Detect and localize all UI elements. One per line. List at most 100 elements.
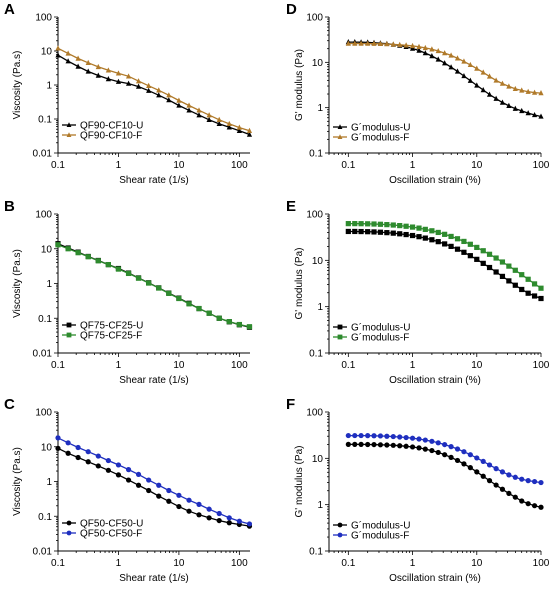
data-point [115,266,122,272]
y-tick-label: 1 [46,81,52,92]
y-axis-label: Viscosity (Pa.s) [12,249,23,318]
legend-marker [337,124,343,129]
data-point [358,441,364,447]
x-tick-label: 100 [533,360,550,371]
y-tick-label: 0.1 [38,115,52,126]
data-point [499,273,506,280]
y-tick-label: 1 [317,103,323,114]
data-point [480,473,486,479]
x-tick-label: 100 [533,160,550,171]
data-point [246,521,253,527]
data-point [186,107,192,113]
data-point [176,503,182,510]
data-point [403,434,409,441]
data-point [499,486,506,492]
data-point [525,290,531,296]
data-point [216,517,222,524]
data-point [345,221,351,227]
data-point [435,56,441,62]
x-tick-label: 10 [173,360,185,371]
data-point [448,64,454,70]
data-point [365,441,371,448]
data-point [75,63,81,69]
chart-f: F 0.1 1 10 100 0.1 1 10 100 Oscillation strain (%… [286,396,550,584]
data-point [156,493,162,499]
data-point [461,449,467,455]
data-point [236,518,242,524]
data-point [166,97,172,103]
data-point [480,69,486,75]
data-point [422,446,428,452]
data-point [397,231,403,237]
series-f [55,45,253,133]
data-point [403,223,409,229]
series-f [345,432,544,486]
y-tick-label: 10 [312,256,324,267]
data-point [448,233,454,240]
data-point [538,479,544,486]
legend-label: G´modulus-U [351,322,410,334]
data-point [176,102,182,108]
data-point [115,472,122,478]
data-point [176,492,182,498]
data-point [65,246,71,252]
y-axis-label: Viscosity (Pa.s) [12,51,23,120]
y-tick-label: 100 [306,13,323,24]
y-axis-label: G' modulus (Pa) [294,446,305,518]
data-point [95,72,101,78]
data-point [525,110,531,116]
data-point [246,127,253,133]
data-point [352,432,358,439]
data-point [409,42,416,49]
data-point [146,487,152,494]
data-point [135,275,142,281]
y-tick-label: 10 [41,47,53,58]
data-point [512,105,518,111]
y-tick-label: 10 [312,58,324,69]
data-point [156,482,162,488]
x-tick-label: 100 [231,160,248,171]
series-u [55,52,253,137]
data-point [397,443,403,449]
data-point [55,45,61,51]
legend-marker [66,122,72,127]
data-point [486,462,493,468]
data-point [246,131,253,137]
x-axis-label: Oscillation strain (%) [389,375,481,386]
data-point [429,237,435,243]
data-point [226,515,232,521]
data-point [345,40,351,46]
data-point [186,497,192,503]
data-point [176,295,182,302]
series-f [345,221,544,291]
x-tick-label: 0.1 [341,360,355,371]
data-point [429,447,435,454]
y-tick-label: 100 [306,408,323,419]
data-point [196,305,202,312]
data-point [519,272,525,278]
data-point [467,465,473,471]
x-tick-label: 1 [116,558,122,569]
data-point [506,263,512,269]
data-point [105,67,111,73]
data-point [105,261,111,268]
data-point [403,231,409,238]
data-point [125,80,132,86]
legend-marker [337,334,343,340]
data-point [115,78,122,84]
data-point [365,229,371,235]
data-point [448,454,454,460]
data-point [461,461,467,467]
data-point [55,52,61,58]
data-point [384,222,390,228]
data-point [216,315,222,321]
y-tick-label: 100 [306,210,323,221]
panel-letter: B [4,198,15,215]
y-tick-label: 1 [317,500,323,511]
data-point [206,116,212,122]
data-point [75,250,81,256]
x-tick-label: 0.1 [341,558,355,569]
